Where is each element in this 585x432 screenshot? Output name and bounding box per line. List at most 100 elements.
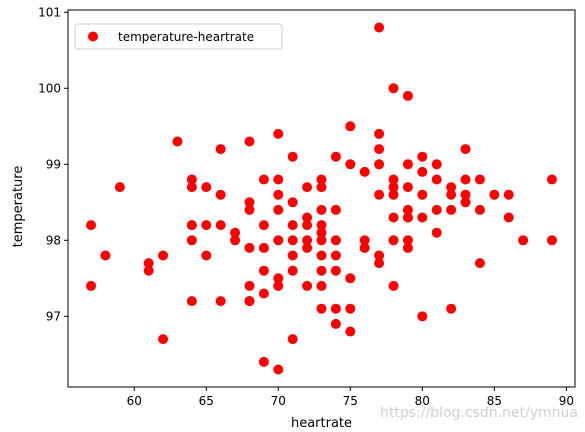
data-point: [460, 197, 471, 208]
data-point: [287, 250, 298, 261]
data-point: [86, 220, 97, 231]
data-point: [374, 144, 385, 155]
data-point: [417, 166, 428, 177]
data-point: [273, 189, 284, 200]
data-point: [258, 356, 269, 367]
data-point: [302, 182, 313, 193]
data-point: [388, 235, 399, 246]
data-point: [359, 242, 370, 253]
data-point: [273, 273, 284, 284]
data-point: [215, 220, 226, 231]
legend-box: [74, 23, 283, 50]
data-point: [143, 258, 154, 269]
data-point: [359, 166, 370, 177]
data-point: [345, 326, 356, 337]
data-point: [201, 220, 212, 231]
x-tick-label: 75: [343, 394, 358, 408]
y-tick-label: 101: [38, 5, 61, 19]
data-point: [302, 242, 313, 253]
x-tick-label: 60: [127, 394, 142, 408]
data-point: [460, 189, 471, 200]
x-axis-label: heartrate: [291, 416, 352, 431]
data-point: [258, 265, 269, 276]
data-point: [345, 303, 356, 314]
data-point: [287, 235, 298, 246]
data-point: [100, 250, 111, 261]
data-point: [431, 204, 442, 215]
data-point: [186, 174, 197, 185]
data-point: [417, 212, 428, 223]
x-axis-ticks: 60 65 70 75 80 85 90: [127, 387, 574, 408]
data-point: [402, 204, 413, 215]
data-point: [330, 151, 341, 162]
data-point: [402, 182, 413, 193]
data-point: [114, 182, 125, 193]
data-point: [201, 250, 212, 261]
data-point: [143, 265, 154, 276]
data-point: [431, 159, 442, 170]
data-point: [230, 227, 241, 238]
y-tick-label: 99: [46, 157, 61, 171]
data-point: [489, 189, 500, 200]
data-point: [258, 288, 269, 299]
y-tick-label: 98: [46, 233, 61, 247]
data-point: [417, 151, 428, 162]
data-point: [287, 151, 298, 162]
data-point: [503, 189, 514, 200]
data-point: [446, 204, 457, 215]
data-point: [330, 265, 341, 276]
data-point: [158, 334, 169, 345]
data-point: [302, 212, 313, 223]
data-point: [431, 174, 442, 185]
data-point: [345, 159, 356, 170]
data-point: [417, 311, 428, 322]
data-point: [287, 220, 298, 231]
data-point: [402, 159, 413, 170]
y-axis-ticks: 97 98 99 100 101: [38, 5, 68, 323]
x-tick-label: 85: [487, 394, 502, 408]
data-point: [244, 280, 255, 291]
data-point: [345, 273, 356, 284]
data-point: [388, 174, 399, 185]
data-point: [244, 204, 255, 215]
data-point: [215, 189, 226, 200]
data-point: [518, 235, 529, 246]
data-point: [474, 174, 485, 185]
data-point: [446, 189, 457, 200]
data-point: [388, 280, 399, 291]
data-point: [402, 242, 413, 253]
data-point: [431, 227, 442, 238]
data-point: [172, 136, 183, 147]
data-point: [374, 159, 385, 170]
data-point: [186, 220, 197, 231]
data-point: [244, 197, 255, 208]
data-point: [417, 189, 428, 200]
data-point: [215, 144, 226, 155]
data-point: [503, 212, 514, 223]
data-point: [244, 296, 255, 307]
data-point: [460, 144, 471, 155]
data-point: [287, 334, 298, 345]
data-point: [316, 182, 327, 193]
data-point: [446, 303, 457, 314]
data-point: [287, 265, 298, 276]
data-point: [402, 235, 413, 246]
data-point: [374, 128, 385, 139]
data-point: [374, 22, 385, 33]
data-point: [273, 364, 284, 375]
data-point: [273, 174, 284, 185]
x-tick-label: 70: [271, 394, 286, 408]
data-point: [316, 303, 327, 314]
data-point: [316, 250, 327, 261]
data-point: [446, 182, 457, 193]
x-tick-label: 65: [199, 394, 214, 408]
data-point: [302, 280, 313, 291]
data-point: [316, 174, 327, 185]
data-point: [244, 242, 255, 253]
data-point: [244, 136, 255, 147]
data-point: [186, 182, 197, 193]
legend: temperature-heartrate: [74, 23, 283, 50]
data-point: [546, 174, 557, 185]
data-point: [374, 258, 385, 269]
data-point: [316, 227, 327, 238]
